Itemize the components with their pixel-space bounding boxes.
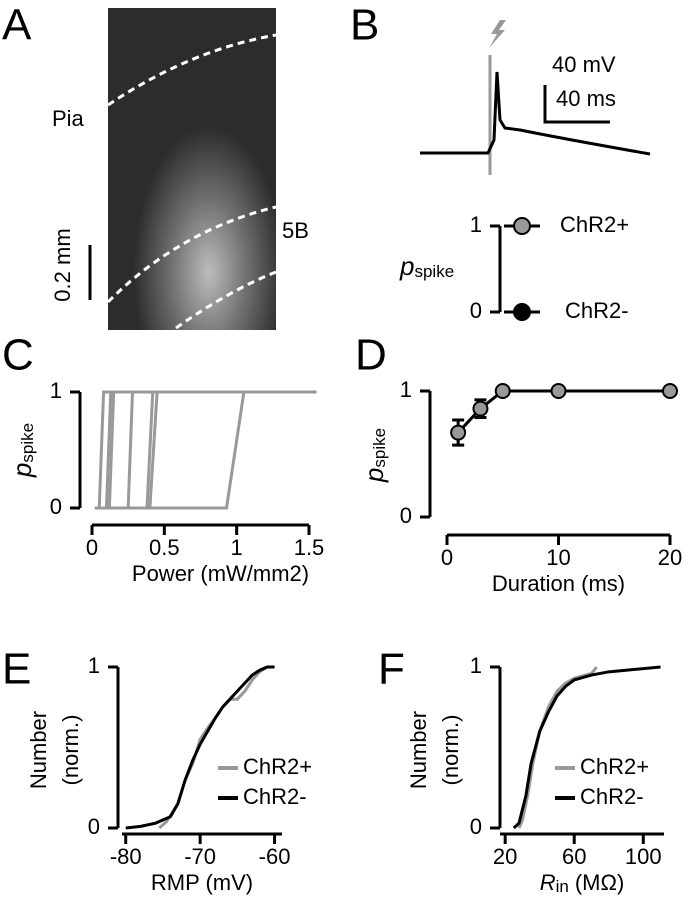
y-tick-label: 1 [470,212,482,237]
marker [494,383,511,399]
y-axis-label: pspike [399,251,454,282]
data-line [125,665,275,830]
x-tick-label: 0.5 [149,535,180,560]
y-tick-label: 1 [50,378,62,403]
y-tick-label: 0 [50,494,62,519]
x-tick-label: -70 [184,844,216,869]
layer-label: 5B [282,218,309,243]
x-axis-label: Power (mW/mm2) [132,561,309,586]
panel-label: A [2,1,32,50]
x-tick-label: 60 [562,844,586,869]
data-line [517,666,598,829]
scale-bar-label: 0.2 mm [50,228,75,301]
data-line [512,665,661,830]
y-label-main: p [7,463,37,478]
voltage-trace [420,20,651,175]
y-label-sub: spike [370,428,389,468]
y-axis-label: pspike [359,428,390,483]
y-label-main: p [399,251,414,281]
panel-label: D [355,331,387,380]
x-label-sub: in [556,877,569,896]
y-axis-label: (norm.) [58,715,83,786]
x-label-unit: (MΩ) [575,870,624,895]
x-tick-label: 1.5 [294,535,325,560]
y-axis-label: pspike [7,423,38,478]
y-tick-label: 0 [470,814,482,839]
legend-label: ChR2+ [243,754,312,779]
x-tick-label: 0 [86,535,98,560]
pia-label: Pia [52,106,85,131]
x-tick-label: -60 [259,844,291,869]
y-axis-label: Number [26,711,51,789]
x-label-main: R [540,870,556,895]
y-tick-label: 0 [88,814,100,839]
panel-label: B [350,1,379,50]
scale-label: 40 ms [556,86,616,111]
x-tick-label: 0 [441,545,453,570]
marker [450,424,467,441]
x-tick-label: -80 [110,844,142,869]
data-line [457,389,670,434]
y-label-main: p [359,468,389,483]
y-tick-label: 1 [470,653,482,678]
x-tick-label: 1 [231,535,243,560]
y-label-sub: spike [18,423,37,463]
legend-label: ChR2+ [580,754,649,779]
legend-label: ChR2- [580,784,644,809]
legend-label: ChR2- [565,298,629,323]
x-tick-label: 20 [493,844,517,869]
y-tick-label: 0 [470,298,482,323]
data-line [94,390,317,510]
legend-label: ChR2- [243,784,307,809]
x-label-main: RMP (mV) [151,870,253,895]
x-label-main: Power (mW/mm2) [132,561,309,586]
marker [550,383,567,399]
marker [513,303,531,321]
marker [662,383,678,399]
panel-label: F [378,645,405,694]
y-axis-label: Number [406,711,431,789]
panel-label: C [2,331,34,380]
legend-label: ChR2+ [560,212,629,237]
micrograph [106,8,277,330]
x-label-main: Duration (ms) [492,571,625,596]
x-tick-label: 20 [658,545,682,570]
marker [472,400,489,417]
panel-label: E [2,645,31,694]
x-axis-label: RMP (mV) [151,870,253,895]
scale-label: 40 mV [552,52,616,77]
data-line [94,390,317,510]
x-tick-label: 10 [546,545,570,570]
x-axis-label: Rin (MΩ) [540,870,625,897]
y-label-sub: spike [414,262,454,281]
y-tick-label: 1 [88,653,100,678]
x-tick-label: 100 [625,844,662,869]
marker [513,217,531,235]
y-tick-label: 0 [400,503,412,528]
y-tick-label: 1 [400,377,412,402]
x-axis-label: Duration (ms) [492,571,625,596]
y-axis-label: (norm.) [438,715,463,786]
